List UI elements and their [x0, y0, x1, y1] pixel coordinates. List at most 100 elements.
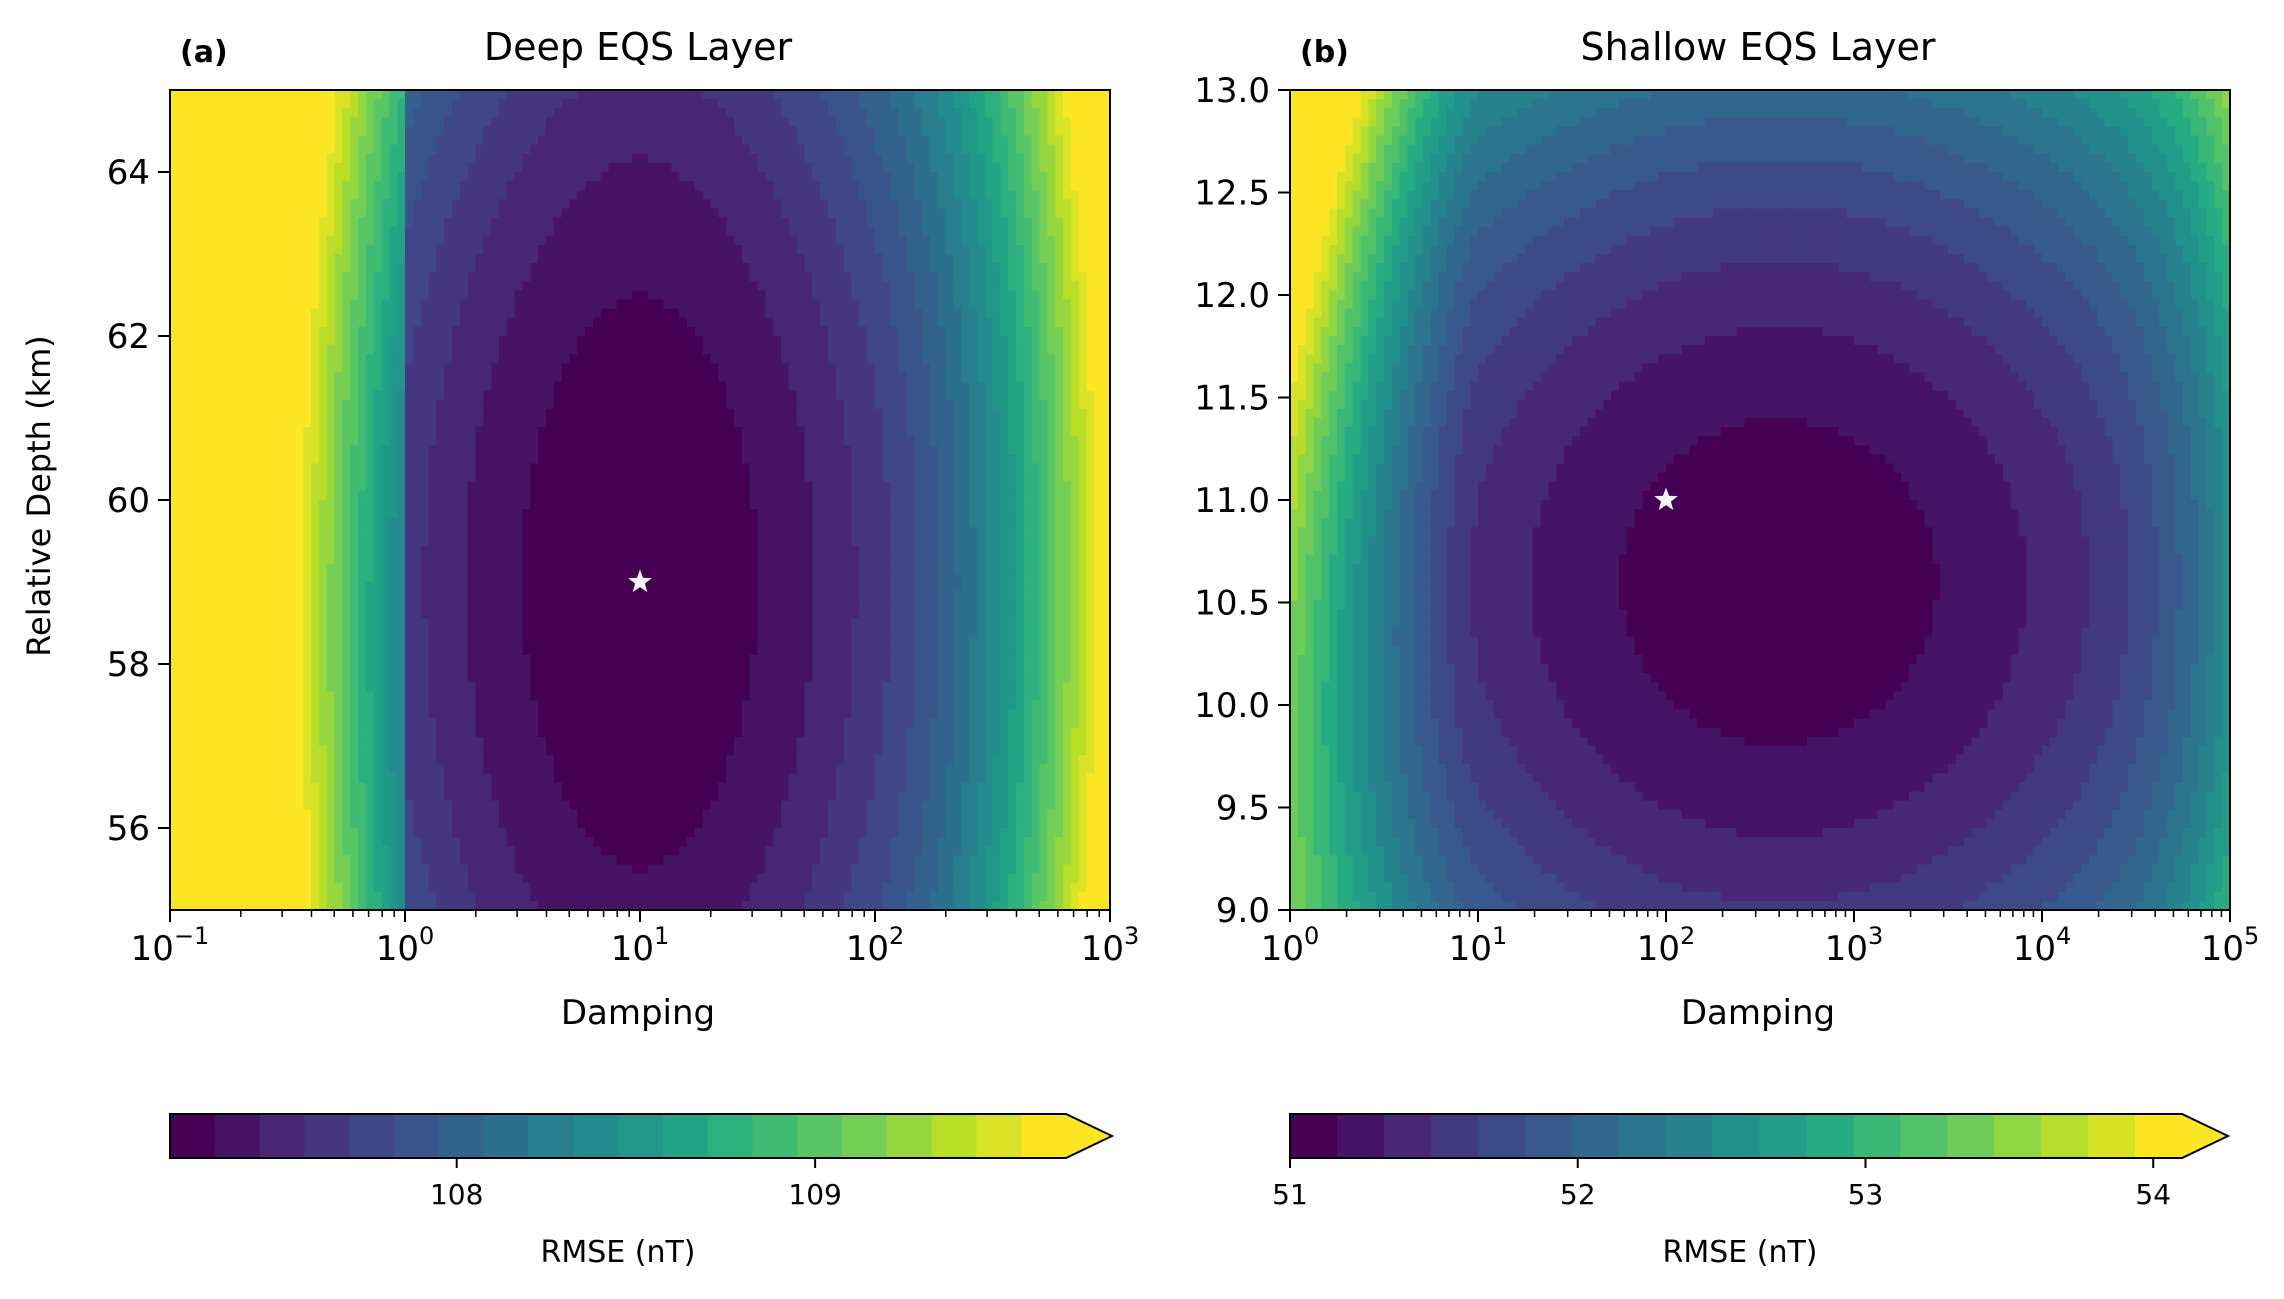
contour-cell	[585, 309, 593, 319]
contour-cell	[765, 418, 773, 428]
contour-cell	[914, 436, 922, 446]
contour-cell	[797, 382, 805, 392]
contour-cell	[311, 199, 319, 209]
contour-cell	[977, 199, 985, 209]
contour-cell	[734, 218, 742, 228]
contour-cell	[758, 90, 766, 100]
contour-cell	[241, 382, 249, 392]
contour-cell	[476, 372, 484, 382]
contour-cell	[327, 309, 335, 319]
contour-cell	[546, 354, 554, 364]
contour-cell	[327, 227, 335, 237]
contour-cell	[374, 391, 382, 401]
contour-cell	[1032, 227, 1040, 237]
contour-cell	[460, 409, 468, 419]
contour-cell	[554, 181, 562, 191]
contour-cell	[1016, 190, 1024, 200]
contour-cell	[617, 181, 625, 191]
contour-cell	[570, 181, 578, 191]
contour-cell	[1071, 391, 1079, 401]
contour-cell	[891, 108, 899, 118]
contour-cell	[773, 272, 781, 282]
contour-cell	[217, 172, 225, 182]
contour-cell	[256, 108, 264, 118]
contour-cell	[295, 172, 303, 182]
contour-cell	[303, 108, 311, 118]
contour-cell	[1079, 454, 1087, 464]
contour-cell	[319, 345, 327, 355]
contour-cell	[577, 108, 585, 118]
contour-cell	[640, 90, 648, 100]
contour-cell	[969, 172, 977, 182]
contour-cell	[405, 281, 413, 291]
contour-cell	[201, 445, 209, 455]
contour-cell	[499, 418, 507, 428]
contour-cell	[585, 263, 593, 273]
contour-cell	[264, 290, 272, 300]
contour-cell	[985, 281, 993, 291]
contour-cell	[194, 154, 202, 164]
contour-cell	[389, 263, 397, 273]
contour-cell	[577, 354, 585, 364]
contour-cell	[366, 300, 374, 310]
contour-cell	[327, 418, 335, 428]
contour-cell	[186, 272, 194, 282]
contour-cell	[178, 163, 186, 173]
contour-cell	[875, 454, 883, 464]
contour-cell	[632, 263, 640, 273]
contour-cell	[1071, 154, 1079, 164]
contour-cell	[828, 318, 836, 328]
contour-cell	[523, 354, 531, 364]
contour-cell	[601, 300, 609, 310]
contour-cell	[875, 409, 883, 419]
contour-cell	[765, 454, 773, 464]
contour-cell	[436, 172, 444, 182]
contour-cell	[867, 218, 875, 228]
contour-cell	[640, 163, 648, 173]
contour-cell	[178, 199, 186, 209]
contour-cell	[632, 227, 640, 237]
contour-cell	[1008, 227, 1016, 237]
contour-cell	[217, 208, 225, 218]
contour-cell	[264, 327, 272, 337]
contour-cell	[209, 391, 217, 401]
contour-cell	[554, 382, 562, 392]
contour-cell	[538, 363, 546, 373]
contour-cell	[483, 227, 491, 237]
contour-cell	[805, 409, 813, 419]
contour-cell	[969, 436, 977, 446]
contour-cell	[468, 136, 476, 146]
contour-cell	[405, 300, 413, 310]
contour-cell	[632, 254, 640, 264]
contour-cell	[225, 154, 233, 164]
contour-cell	[1055, 327, 1063, 337]
contour-cell	[617, 436, 625, 446]
contour-cell	[969, 108, 977, 118]
contour-cell	[961, 354, 969, 364]
contour-cell	[248, 300, 256, 310]
contour-cell	[358, 354, 366, 364]
contour-cell	[413, 218, 421, 228]
contour-cell	[554, 300, 562, 310]
contour-cell	[593, 300, 601, 310]
contour-cell	[695, 272, 703, 282]
contour-cell	[852, 454, 860, 464]
contour-cell	[930, 281, 938, 291]
contour-cell	[758, 154, 766, 164]
contour-cell	[382, 236, 390, 246]
contour-cell	[491, 208, 499, 218]
contour-cell	[170, 436, 178, 446]
contour-cell	[280, 290, 288, 300]
contour-cell	[844, 108, 852, 118]
contour-cell	[593, 99, 601, 109]
contour-cell	[335, 300, 343, 310]
contour-cell	[288, 218, 296, 228]
contour-cell	[687, 436, 695, 446]
contour-cell	[820, 227, 828, 237]
contour-cell	[640, 445, 648, 455]
contour-cell	[170, 400, 178, 410]
contour-cell	[656, 99, 664, 109]
contour-cell	[953, 172, 961, 182]
contour-cell	[601, 181, 609, 191]
contour-cell	[656, 363, 664, 373]
